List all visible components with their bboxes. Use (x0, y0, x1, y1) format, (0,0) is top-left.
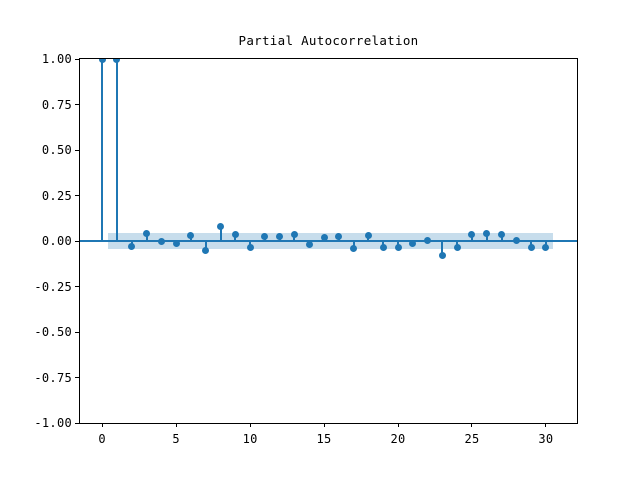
stem-marker (217, 223, 225, 231)
stem-marker (438, 252, 446, 260)
x-tick-mark (471, 423, 473, 427)
stem-marker (350, 244, 358, 252)
stem-marker (468, 231, 476, 239)
stem-line (352, 241, 355, 249)
stem-marker (305, 241, 313, 249)
stem-marker (335, 233, 343, 241)
stem-marker (113, 59, 121, 64)
y-tick-mark (75, 422, 79, 424)
y-tick-label: 0.25 (41, 188, 72, 203)
stem-marker (231, 230, 239, 238)
stem-line (145, 233, 148, 241)
zero-line (80, 240, 577, 242)
stem-line (204, 241, 207, 251)
y-tick-label: 0.00 (41, 234, 72, 248)
stem-marker (453, 244, 461, 252)
chart-title: Partial Autocorrelation (238, 33, 419, 48)
stem-marker (483, 229, 491, 237)
y-tick-label: -1.00 (34, 416, 72, 430)
y-tick-mark (75, 195, 79, 196)
x-tick-label: 30 (538, 432, 554, 446)
stem-line (485, 233, 488, 241)
stem-marker (498, 231, 506, 239)
y-tick-label: 0.75 (41, 97, 72, 112)
x-tick-label: 15 (316, 432, 332, 446)
stem-marker (394, 243, 402, 251)
y-tick-mark (75, 104, 79, 105)
stem-marker (527, 243, 535, 251)
stem-marker (320, 233, 328, 241)
stem-line (101, 59, 104, 241)
x-tick-label: 0 (98, 432, 106, 446)
stem-marker (187, 232, 195, 240)
y-tick-label: 0.50 (41, 143, 72, 157)
y-tick-mark (75, 149, 79, 151)
x-tick-mark (397, 423, 399, 427)
stem-marker (157, 238, 165, 246)
y-tick-label: -0.50 (34, 325, 72, 339)
stem-line (470, 234, 473, 241)
stem-marker (512, 237, 520, 245)
y-tick-mark (75, 331, 79, 333)
y-tick-label: 1.00 (41, 52, 72, 66)
stem-marker (172, 240, 180, 248)
stem-marker (364, 232, 372, 240)
x-tick-mark (545, 423, 547, 427)
y-tick-label: -0.75 (34, 370, 72, 385)
stem-marker (98, 59, 106, 63)
x-tick-label: 20 (390, 432, 406, 446)
plot-area (80, 59, 577, 423)
x-tick-mark (323, 423, 325, 427)
stem-marker (261, 232, 269, 240)
stem-marker (128, 242, 136, 250)
stem-marker (424, 236, 432, 244)
y-tick-mark (75, 240, 79, 242)
stem-marker (542, 243, 550, 251)
y-tick-mark (75, 58, 79, 60)
stem-line (115, 59, 118, 241)
stem-marker (290, 230, 298, 238)
stem-marker (246, 243, 254, 251)
x-tick-mark (101, 423, 103, 427)
x-tick-label: 5 (172, 432, 180, 446)
stem-marker (202, 246, 210, 254)
stem-marker (409, 240, 417, 248)
stem-marker (276, 232, 284, 240)
stem-line (441, 241, 444, 256)
stem-marker (143, 229, 151, 237)
x-tick-label: 10 (242, 432, 258, 446)
y-tick-mark (75, 286, 79, 287)
x-tick-mark (175, 423, 177, 427)
y-tick-label: -0.25 (34, 279, 72, 294)
stem-marker (379, 243, 387, 251)
x-tick-mark (249, 423, 251, 427)
stem-line (219, 226, 222, 241)
x-tick-label: 25 (464, 432, 480, 446)
y-tick-mark (75, 377, 79, 378)
